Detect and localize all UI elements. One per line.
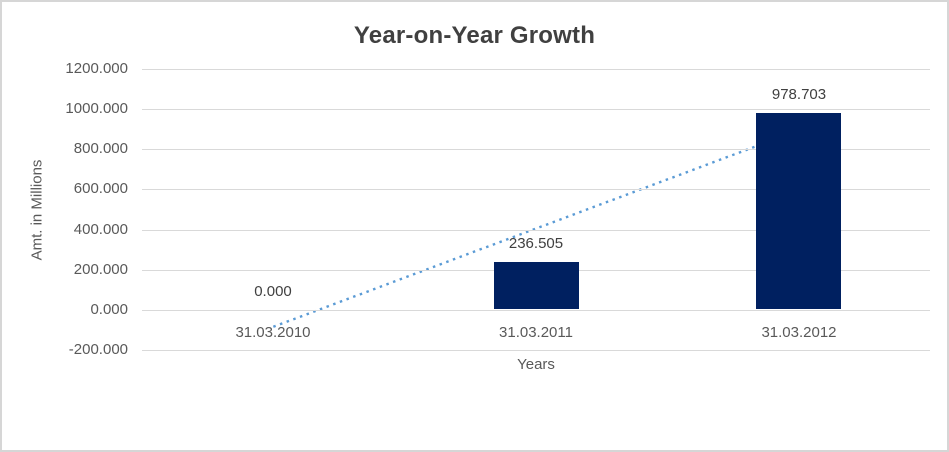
y-axis-tick-label: 0.000 — [90, 301, 128, 318]
trendline-segment[interactable] — [272, 129, 800, 328]
y-axis-tick-label: 1200.000 — [65, 60, 128, 77]
data-label: 236.505 — [508, 235, 564, 252]
x-axis-tick-label: 31.03.2012 — [761, 324, 837, 341]
x-axis-tick-label: 31.03.2011 — [499, 324, 573, 341]
gridline — [142, 69, 930, 70]
data-label: 978.703 — [771, 86, 827, 103]
y-axis-tick-label: 800.000 — [73, 140, 128, 157]
bar-31.03.2012[interactable] — [756, 113, 841, 309]
bar-31.03.2011[interactable] — [494, 262, 579, 309]
data-label: 0.000 — [254, 283, 292, 300]
gridline — [142, 230, 930, 231]
x-axis-title: Years — [517, 356, 555, 373]
gridline — [142, 109, 930, 110]
gridline — [142, 350, 930, 351]
x-axis-tick-label: 31.03.2010 — [235, 324, 311, 341]
y-axis-tick-label: 200.000 — [73, 261, 128, 278]
y-axis-tick-label: -200.000 — [68, 341, 128, 358]
gridline — [142, 189, 930, 190]
y-axis-tick-label: 600.000 — [73, 180, 128, 197]
y-axis-tick-label: 400.000 — [73, 221, 128, 238]
y-axis-tick-label: 1000.000 — [65, 100, 128, 117]
chart-title: Year-on-Year Growth — [353, 22, 596, 49]
gridline — [142, 310, 930, 311]
gridline — [142, 149, 930, 150]
